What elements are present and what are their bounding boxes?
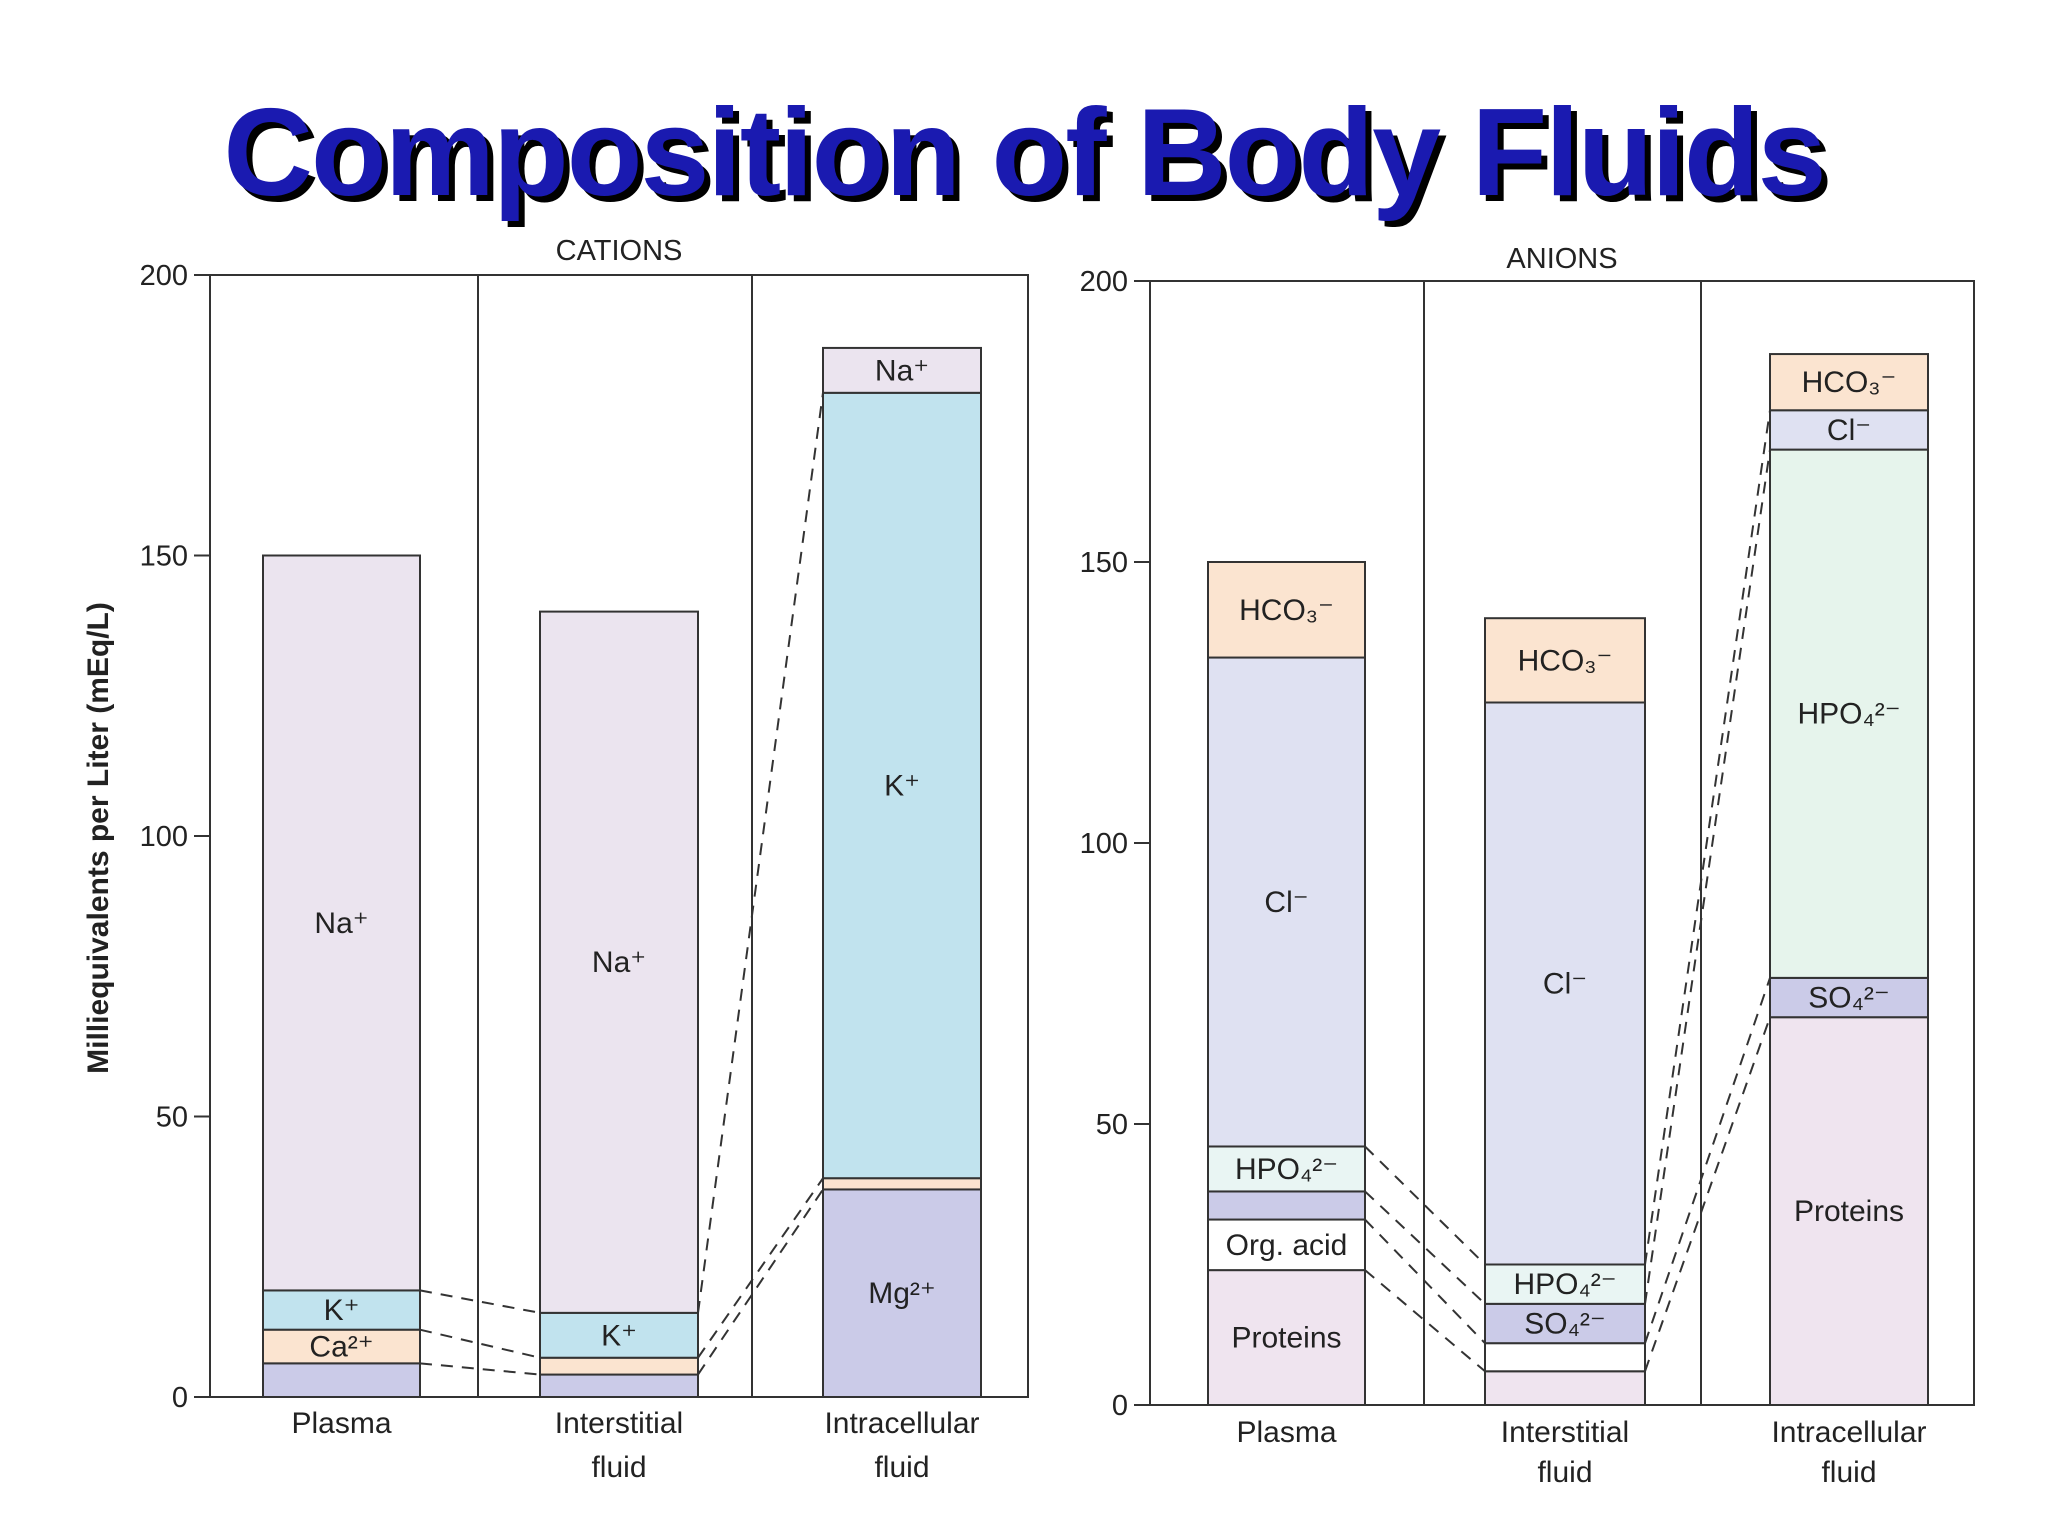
connector-line xyxy=(697,1177,824,1359)
bar-segment xyxy=(822,346,982,394)
anions-panel: ANIONS 0 50 100 150 200 Proteins Org. acid HPO₄²… xyxy=(1080,243,1975,1489)
bar-segment xyxy=(262,1362,421,1398)
bar-segment xyxy=(1207,1218,1366,1272)
segment-label: HPO₄²⁻ xyxy=(1235,1153,1338,1186)
segment-label: Na⁺ xyxy=(875,354,929,387)
segment-label: Proteins xyxy=(1794,1195,1904,1228)
bar-segment xyxy=(539,1373,699,1399)
connector-line xyxy=(419,1328,541,1359)
category-label: Interstitial xyxy=(1501,1416,1629,1449)
bar-segment xyxy=(1207,1190,1366,1221)
bar-segment xyxy=(1769,1016,1929,1406)
segment-label: HPO₄²⁻ xyxy=(1513,1268,1616,1301)
panel-title: CATIONS xyxy=(556,235,683,267)
category-label-line2: fluid xyxy=(591,1451,646,1484)
y-tick-label: 0 xyxy=(1112,1390,1128,1422)
bar-segment xyxy=(822,391,982,1180)
bar-segment xyxy=(262,1328,421,1365)
bar-segment xyxy=(1484,1342,1646,1373)
bar-segment xyxy=(539,1356,699,1376)
bar-segment xyxy=(822,1188,982,1399)
bar-segment xyxy=(262,1289,421,1331)
connector-line xyxy=(419,1362,541,1376)
y-tick-label: 50 xyxy=(156,1102,188,1134)
bar-segment xyxy=(1207,1145,1366,1193)
category-label-line2: fluid xyxy=(1821,1456,1876,1489)
segment-label: SO₄²⁻ xyxy=(1808,982,1889,1015)
y-tick-label: 150 xyxy=(140,541,188,573)
segment-label: K⁺ xyxy=(884,770,920,803)
connector-line xyxy=(697,1188,824,1376)
bar-segment xyxy=(1484,1370,1646,1407)
segment-label: K⁺ xyxy=(601,1319,637,1352)
category-label-line2: fluid xyxy=(874,1451,929,1484)
connector-line xyxy=(419,1289,541,1314)
segment-label: HCO₃⁻ xyxy=(1239,594,1334,627)
y-tick-label: 100 xyxy=(1080,828,1128,860)
segment-label: Org. acid xyxy=(1226,1229,1348,1262)
connector-line xyxy=(1644,977,1771,1344)
slide-title: Composition of Body Fluids xyxy=(223,84,1826,222)
bar-segment xyxy=(262,554,421,1292)
bar-segment xyxy=(1769,353,1929,412)
bar-segment xyxy=(1207,1269,1366,1406)
segment-label: Cl⁻ xyxy=(1543,968,1587,1001)
segment-label: HCO₃⁻ xyxy=(1518,644,1613,677)
cations-panel: CATIONS 0 50 100 150 200 Ca²⁺ K⁺ Na⁺ Plasma K⁺ Na⁺ I… xyxy=(140,235,1029,1484)
segment-label: HPO₄²⁻ xyxy=(1797,698,1900,731)
y-tick-label: 200 xyxy=(140,260,188,292)
segment-label: Mg²⁺ xyxy=(868,1277,936,1310)
y-tick-label: 100 xyxy=(140,821,188,853)
segment-label: Cl⁻ xyxy=(1264,886,1308,919)
connector-line xyxy=(1644,410,1771,1265)
connector-line xyxy=(1644,449,1771,1304)
bar-segment xyxy=(1769,409,1929,451)
connector-line xyxy=(1364,1269,1486,1373)
y-axis-label: Milliequivalents per Liter (mEq/L) xyxy=(82,602,115,1074)
segment-label: Na⁺ xyxy=(314,907,368,940)
category-label: Intracellular xyxy=(1771,1416,1926,1449)
bar-segment xyxy=(822,1177,982,1191)
y-tick-label: 150 xyxy=(1080,547,1128,579)
connector-line xyxy=(1364,1218,1486,1344)
category-label: Plasma xyxy=(1236,1416,1336,1449)
segment-label: Cl⁻ xyxy=(1827,414,1871,447)
connector-line xyxy=(1644,1016,1771,1372)
segment-label: SO₄²⁻ xyxy=(1524,1308,1605,1341)
connector-line xyxy=(1364,1145,1486,1266)
segment-label: Na⁺ xyxy=(592,946,646,979)
y-tick-label: 50 xyxy=(1096,1109,1128,1141)
bar-segment xyxy=(1484,617,1646,704)
y-tick-label: 200 xyxy=(1080,266,1128,298)
category-label-line2: fluid xyxy=(1537,1456,1592,1489)
segment-label: Proteins xyxy=(1231,1322,1341,1355)
connector-line xyxy=(697,392,824,1313)
segment-label: K⁺ xyxy=(324,1294,360,1327)
panel-title: ANIONS xyxy=(1506,243,1617,275)
segment-label: HCO₃⁻ xyxy=(1802,366,1897,399)
bar-segment xyxy=(1484,701,1646,1266)
bar-segment xyxy=(1484,1302,1646,1345)
category-label: Intracellular xyxy=(824,1407,979,1440)
category-label: Interstitial xyxy=(555,1407,683,1440)
connector-line xyxy=(1364,1190,1486,1305)
bar-segment xyxy=(539,610,699,1314)
segment-label: Ca²⁺ xyxy=(309,1331,373,1364)
category-label: Plasma xyxy=(291,1407,391,1440)
y-tick-label: 0 xyxy=(172,1382,188,1414)
bar-segment xyxy=(1769,448,1929,979)
bar-segment xyxy=(539,1311,699,1359)
bar-segment xyxy=(1207,561,1366,659)
